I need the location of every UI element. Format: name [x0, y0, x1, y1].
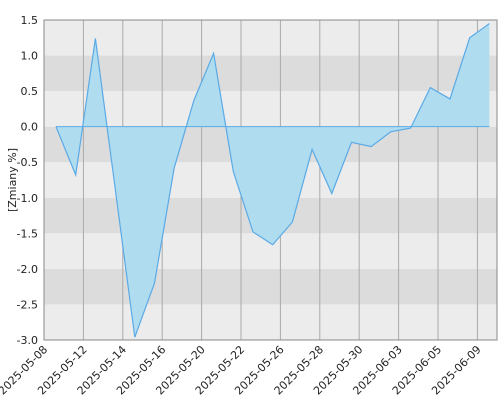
y-tick-label: -0.5 [17, 156, 38, 169]
area [56, 23, 490, 338]
y-tick-label: 1.5 [21, 14, 39, 27]
y-tick-label: -2.5 [17, 298, 38, 311]
plot-border [43, 19, 498, 341]
y-tick-label: 0.0 [21, 121, 39, 134]
band [44, 268, 497, 305]
y-tick-label: -1.0 [17, 192, 38, 205]
y-tick-label: 1.0 [21, 50, 39, 63]
y-tick-label: -2.0 [17, 263, 38, 276]
y-tick-label: -1.5 [17, 227, 38, 240]
y-tick-label: -3.0 [17, 334, 38, 347]
band [44, 55, 497, 92]
band [44, 304, 497, 340]
y-tick-label: 0.5 [21, 85, 39, 98]
y-axis-label: [Zmiany %] [6, 148, 19, 212]
line [55, 23, 490, 338]
band [44, 20, 497, 56]
